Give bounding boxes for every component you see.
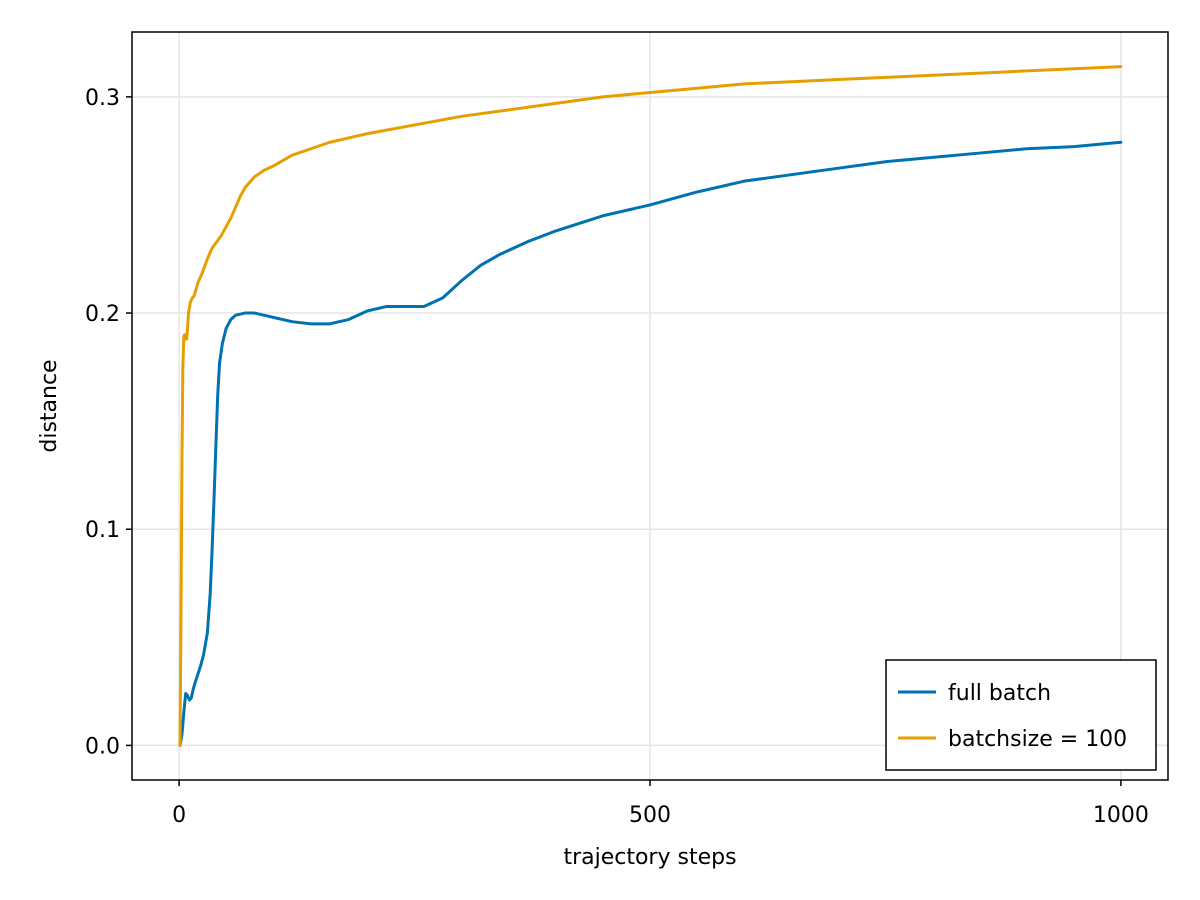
series-line-1 bbox=[178, 140, 1123, 747]
y-tick-label: 0.2 bbox=[85, 302, 120, 327]
legend-box bbox=[885, 659, 1157, 771]
y-tick-label: 0.3 bbox=[85, 86, 120, 111]
x-axis-label: trajectory steps bbox=[563, 845, 736, 870]
series-layer bbox=[178, 65, 1123, 747]
x-tick-label: 500 bbox=[629, 803, 671, 828]
grid bbox=[132, 32, 1168, 780]
y-tick-label: 0.0 bbox=[85, 734, 120, 759]
x-tick-label: 1000 bbox=[1093, 803, 1149, 828]
legend: full batch batchsize = 100 bbox=[885, 659, 1157, 771]
ticks: 0 500 1000 0.0 0.1 0.2 0.3 bbox=[85, 86, 1149, 828]
y-axis-label: distance bbox=[37, 359, 62, 452]
series-line-2 bbox=[178, 65, 1123, 747]
legend-label: batchsize = 100 bbox=[948, 727, 1127, 752]
y-tick-label: 0.1 bbox=[85, 518, 120, 543]
legend-label: full batch bbox=[948, 681, 1051, 706]
x-tick-label: 0 bbox=[172, 803, 186, 828]
